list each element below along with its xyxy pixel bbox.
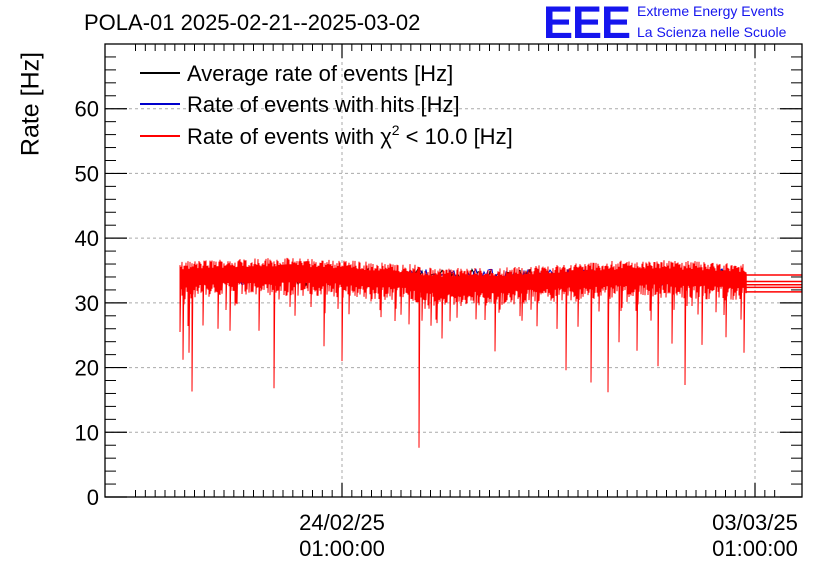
legend: Average rate of events [Hz] Rate of event… <box>140 61 513 149</box>
logo-subtitle-line1: Extreme Energy Events <box>637 3 785 19</box>
chart-title: POLA-01 2025-02-21--2025-03-02 <box>84 10 421 35</box>
y-tick-label: 10 <box>75 420 99 445</box>
legend-entry-label: Average rate of events [Hz] <box>187 61 453 86</box>
y-tick-label: 40 <box>75 226 99 251</box>
eee-logo: EEE <box>543 0 631 48</box>
legend-entry-label: Rate of events with χ2 < 10.0 [Hz] <box>187 122 513 149</box>
legend-entry-label: Rate of events with hits [Hz] <box>187 92 460 117</box>
plot-series <box>179 257 802 448</box>
y-tick-label: 20 <box>75 356 99 381</box>
x-tick-time-label: 01:00:00 <box>299 536 385 561</box>
x-tick-date-label: 24/02/25 <box>299 510 385 535</box>
x-tick-date-label: 03/03/25 <box>712 510 798 535</box>
x-tick-time-label: 01:00:00 <box>712 536 798 561</box>
y-tick-label: 60 <box>75 97 99 122</box>
series-rate-chi2 <box>179 257 747 448</box>
y-tick-label: 50 <box>75 161 99 186</box>
logo-subtitle-line2: La Scienza nelle Scuole <box>637 24 787 40</box>
y-tick-label: 0 <box>87 485 99 510</box>
y-tick-label: 30 <box>75 291 99 316</box>
plot-frame <box>104 43 803 498</box>
axes: 010203040506024/02/2501:00:0003/03/2501:… <box>75 44 802 561</box>
